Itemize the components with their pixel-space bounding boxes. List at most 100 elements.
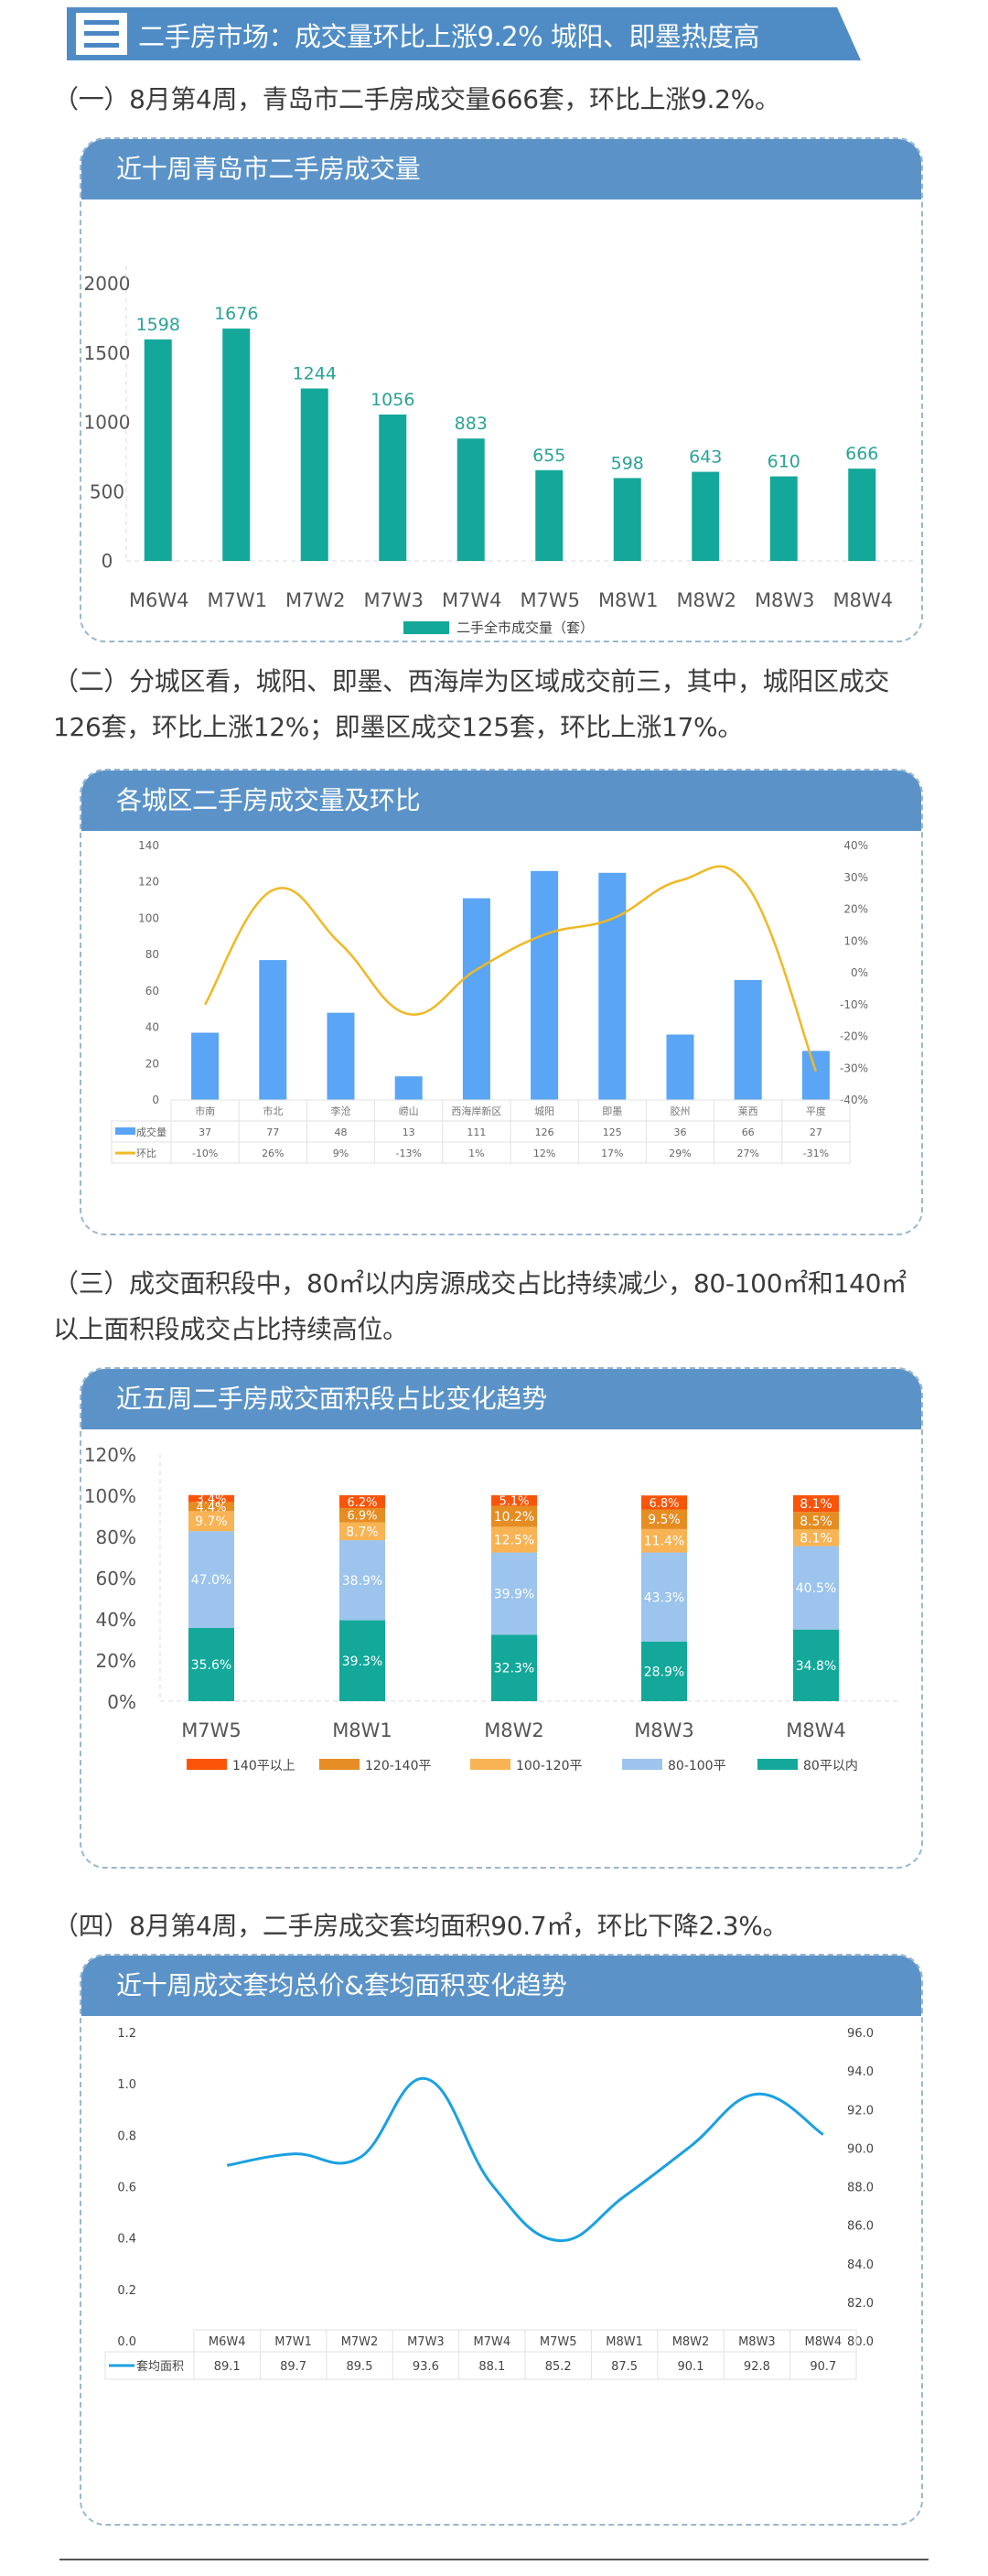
table-mom-cell: 27% — [736, 1148, 758, 1159]
table-value-cell: 85.2 — [545, 2360, 572, 2374]
bar — [456, 438, 485, 561]
stacked-bar-segment — [641, 1552, 687, 1642]
bar-value-label: 1598 — [136, 315, 180, 335]
card-title: 近五周二手房成交面积段占比变化趋势 — [81, 1369, 921, 1429]
table-volume-cell: 48 — [335, 1126, 348, 1138]
table-category-cell: 城阳 — [534, 1105, 554, 1117]
y-right-tick-label: 30% — [843, 871, 868, 884]
y-left-tick-label: 0.8 — [117, 2129, 136, 2143]
stacked-bar-segment — [188, 1627, 234, 1701]
chart-district-volume: 0 20 40 60 80 100 120 140 -40% -30% -20% -10% 0% 10% 2… — [81, 831, 921, 1234]
segment-value-label: 43.3% — [644, 1590, 684, 1605]
segment-value-label: 8.7% — [346, 1525, 379, 1539]
legend-swatch — [622, 1759, 662, 1770]
mom-line — [204, 865, 818, 1072]
y-tick-label: 0% — [107, 1691, 136, 1713]
bar-value-label: 655 — [532, 446, 565, 466]
x-tick-label: M7W5 — [181, 1719, 242, 1741]
table-category-cell: 胶州 — [671, 1105, 691, 1117]
bar — [598, 872, 627, 1100]
x-tick-label: M6W4 — [129, 589, 189, 611]
table-volume-cell: 27 — [810, 1126, 822, 1138]
bar-value-label: 883 — [455, 414, 488, 434]
stacked-bar-segment — [491, 1505, 537, 1527]
bar — [535, 469, 564, 561]
y-tick-label: 1500 — [84, 342, 131, 364]
y-left-tick-label: 60 — [145, 985, 159, 997]
avg-area-line — [226, 2077, 824, 2242]
y-right-tick-label: 82.0 — [847, 2297, 874, 2311]
stacked-bar-segment — [491, 1552, 537, 1635]
table-mom-cell: 1% — [468, 1148, 484, 1159]
table-category-cell: M7W4 — [473, 2335, 510, 2349]
bar — [666, 1034, 694, 1100]
bar-value-label: 1676 — [214, 304, 258, 324]
segment-value-label: 6.8% — [649, 1497, 679, 1511]
card-title: 近十周青岛市二手房成交量 — [81, 139, 921, 199]
table-category-cell: M7W1 — [274, 2335, 312, 2349]
y-right-tick-label: 96.0 — [847, 2027, 874, 2041]
bar — [259, 960, 287, 1100]
paragraph-1: （一）8月第4周，青岛市二手房成交量666套，环比上涨9.2%。 — [53, 84, 780, 114]
table-mom-cell: 26% — [262, 1148, 284, 1159]
bar — [327, 1012, 355, 1100]
legend-swatch — [403, 621, 449, 634]
segment-value-label: 39.3% — [342, 1654, 382, 1669]
stacked-bar-segment — [339, 1522, 385, 1541]
y-left-tick-label: 140 — [138, 839, 159, 852]
y-right-tick-label: 90.0 — [847, 2142, 874, 2156]
bar-value-label: 610 — [768, 452, 800, 472]
segment-value-label: 8.1% — [800, 1531, 832, 1546]
table-volume-cell: 66 — [742, 1126, 755, 1138]
table-category-cell: 莱西 — [738, 1105, 758, 1117]
legend-label: 80平以内 — [803, 1759, 858, 1773]
legend-swatch — [470, 1759, 510, 1770]
y-right-tick-label: 0% — [851, 966, 868, 979]
bar — [531, 870, 559, 1100]
y-left-tick-label: 80 — [145, 948, 159, 961]
segment-value-label: 6.9% — [347, 1510, 377, 1524]
segment-value-label: 4.4% — [196, 1501, 226, 1514]
stacked-bar-segment — [793, 1495, 839, 1513]
bar — [734, 979, 762, 1100]
segment-value-label: 9.7% — [195, 1514, 228, 1529]
y-right-tick-label: 86.0 — [847, 2220, 874, 2234]
y-tick-label: 500 — [90, 480, 124, 502]
segment-value-label: 47.0% — [191, 1573, 231, 1588]
bar — [769, 476, 798, 561]
y-left-tick-label: 100 — [138, 911, 159, 924]
bar — [613, 478, 641, 561]
segment-value-label: 38.9% — [342, 1574, 382, 1589]
stacked-bar-segment — [188, 1511, 234, 1532]
table-volume-cell: 13 — [403, 1126, 415, 1138]
paragraph-3: （三）成交面积段中，80㎡以内房源成交占比持续减少，80-100㎡和140㎡以上… — [53, 1268, 907, 1344]
table-value-cell: 88.1 — [478, 2360, 505, 2374]
x-tick-label: M7W4 — [442, 589, 502, 611]
bar — [848, 469, 876, 561]
legend-swatch — [757, 1759, 798, 1770]
chart-weekly-volume: 0 500 1000 1500 2000 1598 M6W4 1676 M7W1 1244 M7W2… — [81, 199, 921, 641]
y-tick-label: 20% — [96, 1650, 136, 1672]
bar-value-label: 1244 — [293, 364, 337, 384]
y-tick-label: 1000 — [84, 412, 131, 434]
legend-label: 80-100平 — [668, 1759, 726, 1773]
table-category-cell: M6W4 — [209, 2335, 246, 2349]
table-value-cell: 87.5 — [611, 2360, 638, 2374]
table-category-cell: 崂山 — [399, 1105, 419, 1117]
bar-value-label: 643 — [689, 447, 722, 468]
section-title: 二手房市场：成交量环比上涨9.2% 城阳、即墨热度高 — [138, 21, 759, 52]
table-value-cell: 93.6 — [413, 2360, 439, 2374]
y-tick-label: 40% — [96, 1609, 136, 1631]
stacked-bar-segment — [339, 1495, 385, 1508]
table-mom-cell: 29% — [669, 1148, 691, 1159]
stacked-bar-segment — [641, 1528, 687, 1553]
x-tick-label: M8W2 — [484, 1719, 544, 1741]
segment-value-label: 9.5% — [648, 1513, 681, 1527]
x-tick-label: M7W5 — [520, 589, 580, 611]
table-value-cell: 89.1 — [214, 2360, 241, 2374]
stacked-bar-segment — [188, 1494, 234, 1503]
segment-value-label: 32.3% — [494, 1662, 534, 1676]
stacked-bar-segment — [641, 1509, 687, 1529]
table-category-cell: M8W2 — [672, 2335, 710, 2349]
x-tick-label: M8W4 — [832, 589, 893, 611]
